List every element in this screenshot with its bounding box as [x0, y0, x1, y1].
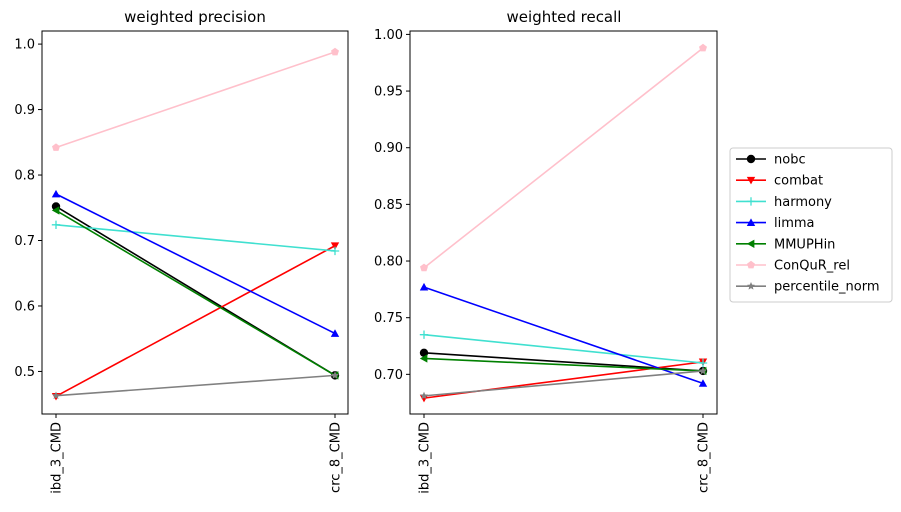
- series-line: [423, 47, 704, 269]
- y-tick-label: 0.7: [14, 234, 35, 249]
- series-limma: [419, 282, 708, 387]
- data-point: [419, 394, 429, 403]
- series-mmuphin: [419, 354, 707, 376]
- x-tick-label: ibd_3_CMD: [50, 422, 65, 494]
- data-point: [420, 391, 428, 400]
- data-point: [330, 242, 340, 250]
- legend-label: percentile_norm: [774, 280, 880, 295]
- y-tick-label: 0.5: [14, 365, 35, 380]
- legend-marker: [746, 197, 756, 206]
- legend-item: ConQuR_rel: [736, 259, 850, 274]
- series-combat: [51, 242, 340, 401]
- legend-marker: [746, 239, 755, 248]
- series-line: [55, 223, 336, 252]
- data-point: [51, 189, 61, 198]
- panel-title: weighted recall: [507, 8, 622, 26]
- y-tick-label: 0.90: [374, 141, 403, 156]
- series-group: [51, 47, 340, 401]
- data-point: [51, 206, 60, 215]
- series-conqur-rel: [52, 47, 339, 151]
- legend-label: ConQuR_rel: [774, 259, 850, 274]
- y-axis: 0.5 0.6 0.7 0.8 0.9 1.0: [14, 38, 42, 380]
- legend-marker: [746, 154, 756, 164]
- x-tick-label: crc_8_CMD: [697, 422, 712, 493]
- plot-frame: [41, 30, 349, 415]
- legend-marker: [747, 260, 755, 269]
- legend-item: nobc: [736, 153, 806, 168]
- data-point: [52, 391, 60, 400]
- y-tick-label: 0.95: [374, 85, 403, 100]
- legend-item: percentile_norm: [736, 280, 880, 295]
- data-point: [419, 348, 429, 358]
- series-nobc: [419, 348, 708, 376]
- series-percentile-norm: [52, 371, 339, 400]
- x-tick-label: ibd_3_CMD: [418, 422, 433, 494]
- data-point: [699, 43, 707, 52]
- legend-marker: [746, 176, 756, 185]
- series-conqur-rel: [420, 43, 707, 272]
- y-tick-label: 0.80: [374, 255, 403, 270]
- y-axis: 0.70 0.75 0.80 0.85 0.90 0.95 1.00: [374, 28, 410, 383]
- legend-label: limma: [774, 216, 815, 231]
- legend-item: limma: [736, 216, 815, 231]
- data-point: [419, 354, 428, 363]
- data-point: [330, 329, 340, 337]
- y-tick-label: 1.00: [374, 28, 403, 43]
- x-axis: ibd_3_CMD crc_8_CMD: [50, 414, 344, 494]
- legend-item: harmony: [736, 195, 832, 210]
- legend-label: nobc: [774, 153, 806, 168]
- data-point: [419, 282, 429, 291]
- data-point: [420, 263, 428, 272]
- series-line: [423, 357, 704, 372]
- series-line: [423, 286, 704, 385]
- legend-label: combat: [774, 174, 823, 189]
- series-line: [423, 370, 704, 397]
- series-line: [55, 193, 336, 335]
- data-point: [51, 220, 61, 229]
- series-line: [55, 51, 336, 149]
- panel-weighted-recall: weighted recall 0.70 0.75 0.80 0.85 0.90 0.95…: [374, 8, 718, 494]
- data-point: [331, 371, 339, 379]
- y-tick-label: 0.8: [14, 169, 35, 184]
- series-limma: [51, 189, 340, 337]
- data-point: [698, 379, 708, 387]
- plot-frame: [409, 30, 718, 415]
- series-mmuphin: [51, 206, 339, 380]
- y-tick-label: 0.70: [374, 368, 403, 383]
- data-point: [331, 47, 339, 56]
- series-group: [419, 43, 708, 403]
- series-line: [423, 333, 704, 364]
- legend-frame: [729, 147, 893, 303]
- y-tick-label: 1.0: [14, 38, 35, 53]
- series-line: [55, 374, 336, 397]
- legend-marker: [747, 282, 755, 290]
- x-axis: ibd_3_CMD crc_8_CMD: [418, 414, 712, 494]
- y-tick-label: 0.85: [374, 198, 403, 213]
- panel-weighted-precision: weighted precision 0.5 0.6 0.7 0.8 0.9 1.0 ib…: [14, 8, 349, 494]
- legend-label: MMUPHin: [774, 237, 835, 252]
- data-point: [699, 366, 707, 375]
- y-tick-label: 0.75: [374, 311, 403, 326]
- data-point: [52, 143, 60, 151]
- series-harmony: [51, 220, 340, 256]
- legend-marker: [746, 218, 756, 226]
- panel-title: weighted precision: [124, 8, 266, 26]
- series-harmony: [419, 330, 708, 368]
- legend: nobc combat harmony limma MMUPHin ConQuR_relp…: [729, 147, 893, 303]
- legend-label: harmony: [774, 195, 832, 210]
- x-tick-label: crc_8_CMD: [329, 422, 344, 493]
- series-line: [55, 245, 336, 398]
- series-percentile-norm: [420, 366, 707, 400]
- data-point: [419, 330, 429, 339]
- legend-item: combat: [736, 174, 823, 189]
- data-point: [330, 246, 340, 256]
- y-tick-label: 0.9: [14, 103, 35, 118]
- series-line: [55, 209, 336, 377]
- data-point: [698, 358, 708, 368]
- legend-item: MMUPHin: [736, 237, 835, 252]
- y-tick-label: 0.6: [14, 299, 35, 314]
